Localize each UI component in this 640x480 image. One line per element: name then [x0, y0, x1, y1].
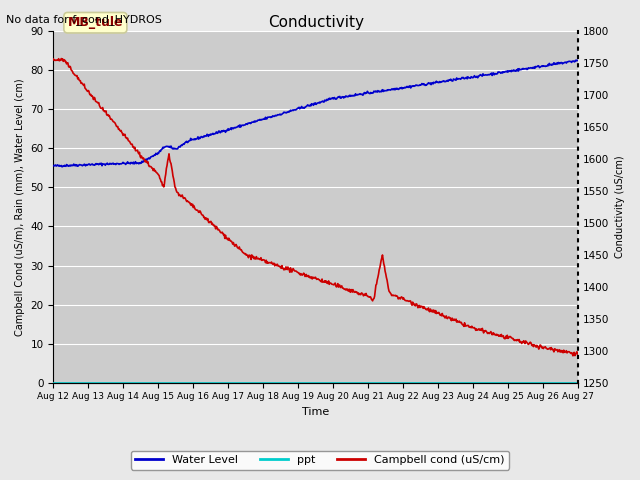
- X-axis label: Time: Time: [302, 407, 330, 417]
- Y-axis label: Conductivity (uS/cm): Conductivity (uS/cm): [615, 156, 625, 258]
- Title: Conductivity: Conductivity: [268, 15, 364, 30]
- Text: No data for f_cond_HYDROS: No data for f_cond_HYDROS: [6, 14, 163, 25]
- Y-axis label: Campbell Cond (uS/m), Rain (mm), Water Level (cm): Campbell Cond (uS/m), Rain (mm), Water L…: [15, 78, 25, 336]
- Text: MB_tule: MB_tule: [68, 16, 123, 29]
- Legend: Water Level, ppt, Campbell cond (uS/cm): Water Level, ppt, Campbell cond (uS/cm): [131, 451, 509, 469]
